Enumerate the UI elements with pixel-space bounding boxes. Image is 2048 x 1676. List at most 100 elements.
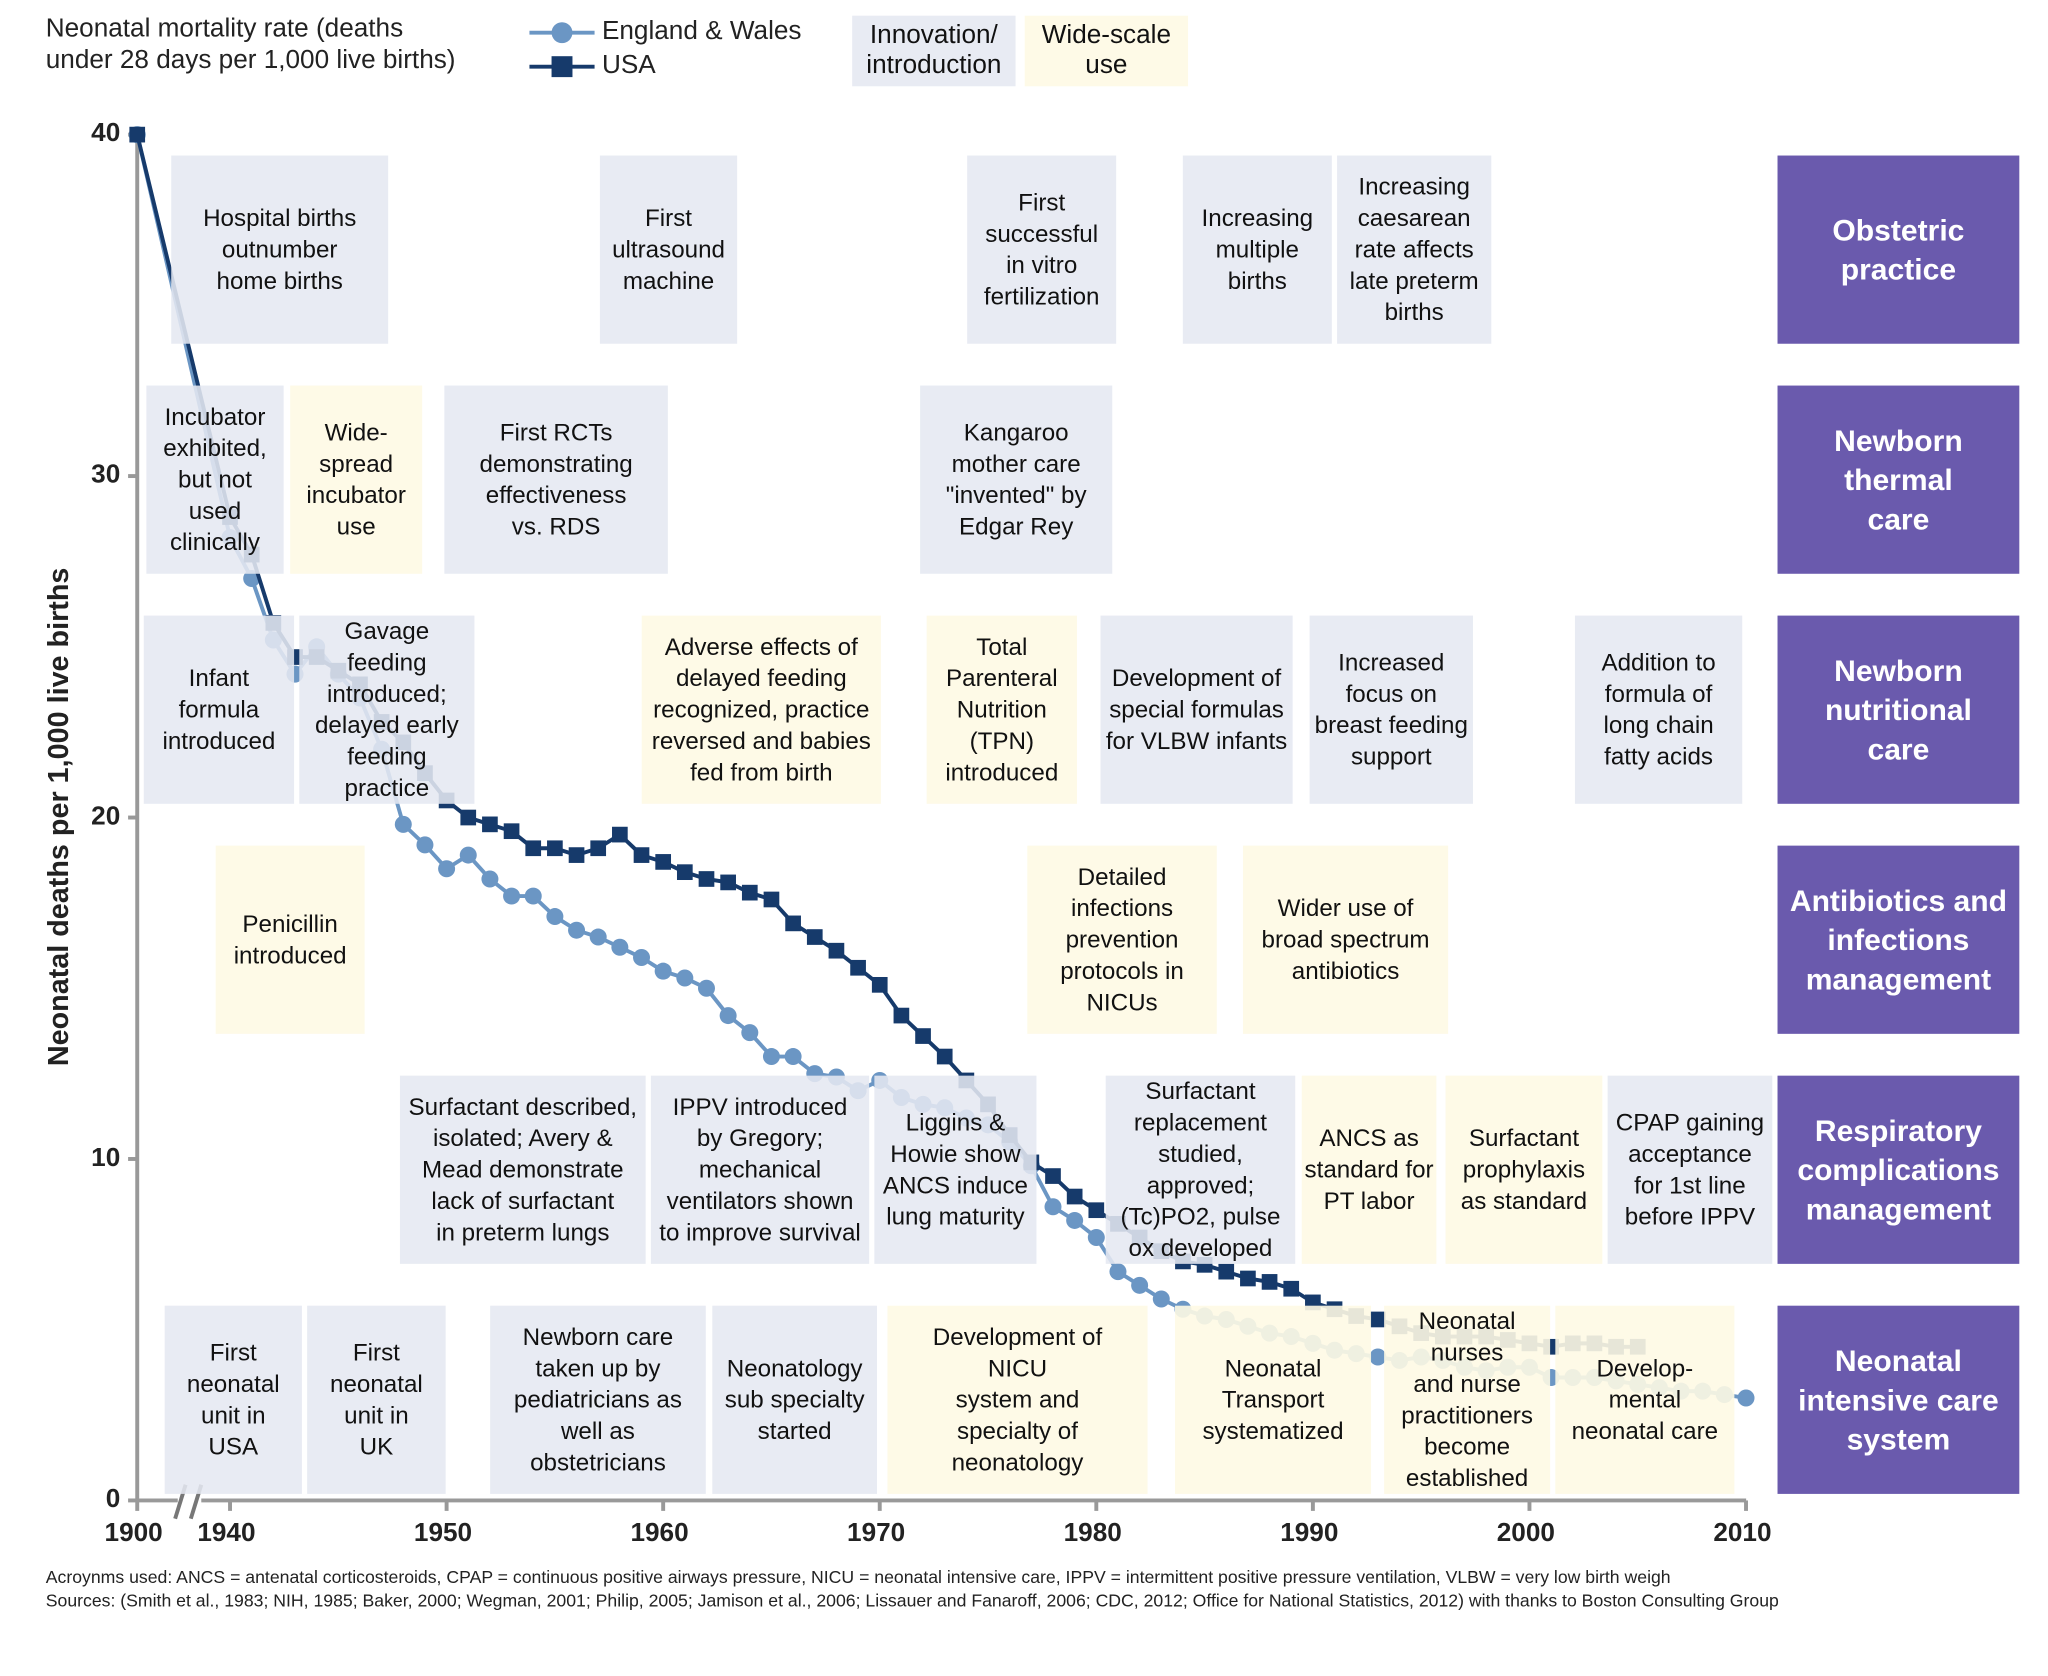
- data-point: [633, 847, 650, 863]
- data-point: [611, 938, 629, 956]
- legend-widescale: Wide-scale use: [1024, 15, 1189, 87]
- event-box-innovation: Kangaroo mother care "invented" by Edgar…: [920, 385, 1113, 574]
- y-tick-label: 20: [91, 801, 121, 831]
- data-point: [1087, 1229, 1105, 1247]
- x-tick-label: 2010: [1713, 1518, 1772, 1548]
- data-point: [568, 847, 585, 863]
- event-box-innovation: First neonatal unit in UK: [307, 1305, 446, 1494]
- event-box-innovation: Gavage feeding introduced; delayed early…: [299, 615, 475, 804]
- event-box-innovation: Infant formula introduced: [143, 615, 295, 804]
- data-point: [850, 959, 866, 976]
- data-point: [589, 928, 607, 946]
- legend-label: England & Wales: [601, 16, 802, 46]
- event-box-innovation: First successful in vitro fertilization: [967, 155, 1117, 344]
- event-box-innovation: Newborn care taken up by pediatricians a…: [490, 1305, 706, 1494]
- data-point: [1369, 1348, 1387, 1366]
- y-tick-label: 0: [105, 1484, 121, 1514]
- data-point: [806, 929, 823, 945]
- x-tick-label: 1940: [197, 1518, 256, 1548]
- data-point: [1261, 1274, 1278, 1290]
- legend-innovation: Innovation/ introduction: [852, 15, 1016, 87]
- x-tick-label: 1990: [1280, 1518, 1339, 1548]
- data-point: [893, 1007, 910, 1024]
- category-label: Neonatal intensive care system: [1777, 1305, 2020, 1494]
- event-box-innovation: First neonatal unit in USA: [164, 1305, 302, 1494]
- event-box-widescale: Detailed infections prevention protocols…: [1027, 845, 1217, 1034]
- data-point: [741, 1024, 759, 1042]
- event-box-innovation: Development of special formulas for VLBW…: [1100, 615, 1293, 804]
- data-point: [416, 836, 434, 854]
- circle-marker-icon: [529, 21, 595, 43]
- data-point: [460, 809, 477, 826]
- data-point: [503, 887, 521, 905]
- x-tick-label: 1900: [104, 1518, 163, 1548]
- data-point: [720, 874, 736, 891]
- y-tick-label: 30: [91, 460, 121, 490]
- data-point: [676, 864, 693, 881]
- data-point: [936, 1048, 953, 1065]
- event-box-widescale: Develop- mental neonatal care: [1555, 1305, 1735, 1494]
- data-point: [482, 816, 498, 833]
- data-point: [1218, 1263, 1235, 1280]
- event-box-innovation: First RCTs demonstrating effectiveness v…: [444, 385, 668, 574]
- legend-england-wales: England & Wales: [529, 16, 802, 47]
- category-label: Respiratory complications management: [1777, 1075, 2020, 1264]
- event-box-innovation: Incubator exhibited, but not used clinic…: [146, 385, 284, 574]
- data-point: [612, 826, 628, 843]
- data-point: [1370, 1311, 1386, 1328]
- data-point: [676, 969, 694, 987]
- data-point: [394, 815, 412, 833]
- data-point: [654, 962, 672, 980]
- event-box-innovation: Increasing caesarean rate affects late p…: [1337, 155, 1492, 344]
- data-point: [525, 840, 542, 857]
- data-point: [590, 840, 607, 857]
- data-point: [785, 915, 801, 932]
- event-box-widescale: Wider use of broad spectrum antibiotics: [1242, 845, 1449, 1034]
- event-box-innovation: Increasing multiple births: [1182, 155, 1332, 344]
- data-point: [503, 823, 520, 840]
- legend-label: USA: [601, 50, 656, 80]
- square-marker-icon: [529, 55, 595, 77]
- data-point: [1044, 1198, 1062, 1216]
- event-box-innovation: Liggins & Howie show ANCS induce lung ma…: [874, 1075, 1037, 1264]
- event-box-innovation: Increased focus on breast feeding suppor…: [1309, 615, 1473, 804]
- y-tick-label: 40: [91, 118, 121, 148]
- data-point: [828, 942, 845, 959]
- data-point: [1131, 1276, 1149, 1294]
- event-box-widescale: Adverse effects of delayed feeding recog…: [641, 615, 881, 804]
- data-point: [633, 949, 651, 967]
- event-box-innovation: Addition to formula of long chain fatty …: [1574, 615, 1743, 804]
- event-box-widescale: Surfactant prophylaxis as standard: [1445, 1075, 1603, 1264]
- data-point: [524, 887, 542, 905]
- data-point: [762, 1048, 780, 1066]
- data-point: [546, 908, 564, 926]
- data-point: [481, 870, 499, 888]
- data-point: [697, 979, 715, 997]
- data-point: [763, 891, 780, 908]
- footer-acronyms: Acroynms used: ANCS = antenatal corticos…: [45, 1567, 1671, 1587]
- x-tick-label: 2000: [1496, 1518, 1555, 1548]
- data-point: [698, 871, 715, 887]
- data-point: [1152, 1290, 1170, 1308]
- event-box-innovation: Surfactant described, isolated; Avery & …: [399, 1075, 646, 1264]
- x-tick-label: 1960: [630, 1518, 689, 1548]
- data-point: [459, 846, 477, 864]
- data-point: [741, 884, 758, 901]
- y-tick-label: 10: [91, 1143, 121, 1173]
- x-tick-label: 1970: [847, 1518, 906, 1548]
- data-point: [438, 860, 456, 878]
- x-tick-label: 1950: [413, 1518, 473, 1548]
- event-box-widescale: Total Parenteral Nutrition (TPN) introdu…: [926, 615, 1077, 804]
- event-box-widescale: Penicillin introduced: [215, 845, 365, 1034]
- legend-title: Neonatal mortality rate (deaths under 28…: [45, 14, 456, 75]
- data-point: [1109, 1263, 1127, 1281]
- data-point: [547, 840, 563, 857]
- footer-sources: Sources: (Smith et al., 1983; NIH, 1985;…: [45, 1590, 1779, 1611]
- data-point: [1045, 1168, 1061, 1184]
- event-box-widescale: Wide- spread incubator use: [290, 385, 423, 574]
- category-label: Newborn thermal care: [1777, 385, 2020, 574]
- data-point: [1066, 1211, 1084, 1229]
- data-point: [871, 976, 888, 993]
- event-box-innovation: CPAP gaining acceptance for 1st line bef…: [1607, 1075, 1773, 1264]
